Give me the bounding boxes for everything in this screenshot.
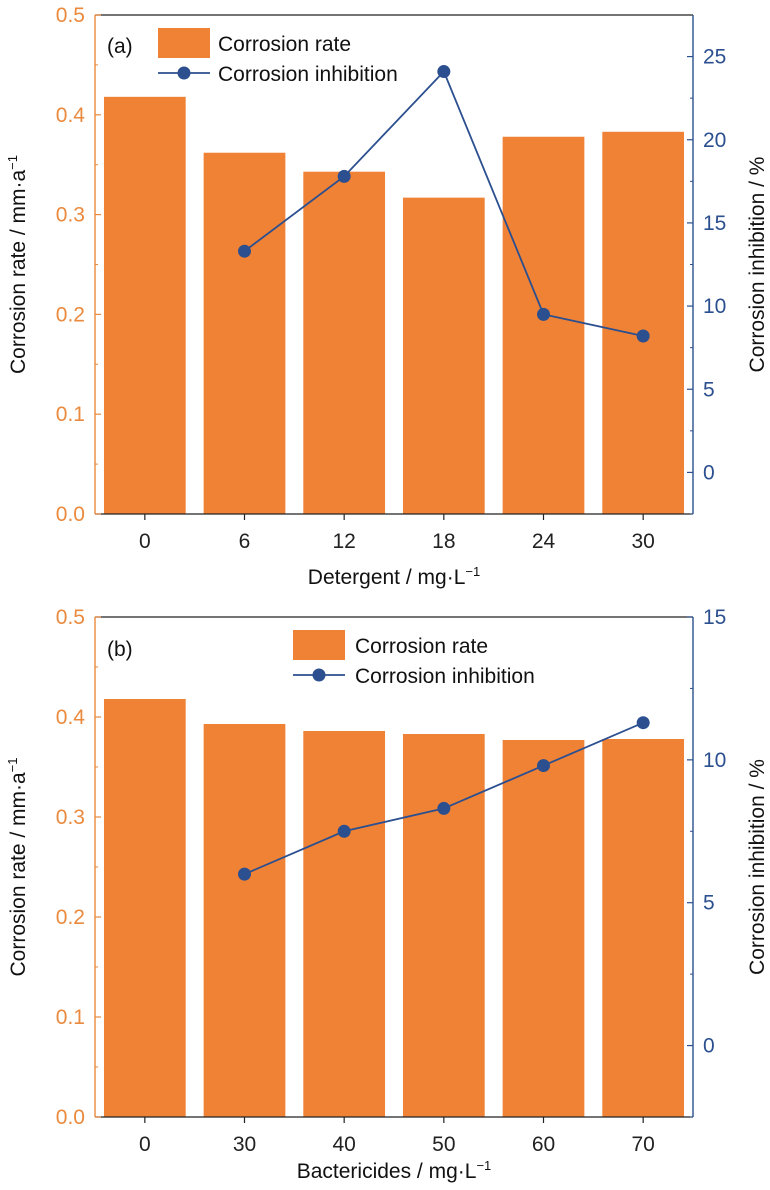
inhibition-point-12 [337,169,351,183]
legend-label-corrosion-inhibition: Corrosion inhibition [218,63,398,86]
y-left-tick-label: 0.3 [56,806,85,829]
y-right-tick-label: 0 [703,1035,715,1058]
y-left-tick-label: 0.5 [56,606,85,629]
inhibition-point-70 [636,716,650,730]
bar-18 [402,197,485,514]
bar-60 [502,740,585,1117]
y-left-tick-label: 0.0 [56,503,85,526]
y-left-tick-label: 0.3 [56,204,85,227]
x-tick-label: 0 [139,530,151,553]
bar-30 [203,724,286,1117]
inhibition-point-60 [537,759,550,773]
y-right-tick-label: 10 [703,295,726,318]
y-right-tick-label: 0 [703,461,715,484]
x-tick-label: 6 [239,530,251,553]
y-left-tick-label: 0.4 [56,706,86,729]
x-tick-label: 18 [432,530,455,553]
x-axis-title: Bactericides / mg·L−1 [297,1158,492,1183]
bar-70 [602,739,685,1117]
y-right-tick-label: 20 [703,129,726,152]
x-tick-label: 0 [139,1133,151,1156]
y-left-tick-label: 0.5 [56,4,85,27]
y-left-axis-title-sup: −1 [5,757,20,772]
x-axis-title-main: Detergent / mg·L [308,566,466,589]
y-right-tick-label: 25 [703,46,726,69]
x-axis-title: Detergent / mg·L−1 [308,564,480,589]
y-left-tick-label: 0.0 [56,1106,85,1129]
y-left-axis-title: Corrosion rate / mm·a−1 [5,155,30,374]
y-left-tick-label: 0.2 [56,303,85,326]
x-axis-title-sup: −1 [465,564,480,579]
legend-bar-swatch [158,28,210,58]
legend-bar-swatch [293,630,345,660]
bar-0 [103,699,186,1117]
bar-50 [402,734,485,1117]
inhibition-point-24 [537,307,550,321]
inhibition-point-40 [337,824,351,838]
panel-label: (b) [107,638,133,661]
inhibition-point-18 [437,65,451,79]
chart-panel-1: 0.0 0.1 0.2 0.3 0.4 0.5 0 5 10 15 0 30 40 50 60 70 (b) Co… [5,606,769,1183]
bar-12 [303,171,386,514]
y-left-tick-label: 0.2 [56,906,85,929]
y-right-axis-title: Corrosion inhibition / % [746,157,769,373]
y-left-axis-title: Corrosion rate / mm·a−1 [5,757,30,976]
y-right-tick-label: 15 [703,212,726,235]
x-tick-label: 50 [432,1133,455,1156]
y-left-axis-title-main: Corrosion rate / mm·a [7,169,30,374]
panel-label: (a) [107,35,133,58]
x-tick-label: 30 [233,1133,256,1156]
inhibition-point-30 [238,867,251,881]
y-right-tick-label: 15 [703,606,726,629]
x-tick-label: 60 [532,1133,555,1156]
y-left-tick-label: 0.1 [56,1006,85,1029]
legend-label-corrosion-rate: Corrosion rate [218,33,351,56]
x-tick-label: 12 [332,530,355,553]
y-right-axis-title: Corrosion inhibition / % [746,759,769,975]
bar-30 [602,131,685,515]
x-tick-label: 70 [631,1133,654,1156]
x-axis-title-sup: −1 [476,1158,491,1173]
bar-0 [103,96,186,514]
inhibition-point-50 [437,801,451,815]
x-tick-label: 24 [532,530,556,553]
x-axis-title-main: Bactericides / mg·L [297,1160,477,1183]
legend-label-corrosion-inhibition: Corrosion inhibition [355,665,535,688]
legend-label-corrosion-rate: Corrosion rate [355,635,488,658]
y-left-tick-label: 0.1 [56,403,85,426]
legend-marker [177,66,191,80]
y-right-tick-label: 10 [703,749,726,772]
bar-24 [502,136,585,515]
bar-40 [303,731,386,1117]
chart-panel-0: 0.0 0.1 0.2 0.3 0.4 0.5 0 5 10 15 20 25 0 6 12 18 24 30 (a… [5,4,769,589]
y-left-axis-title-main: Corrosion rate / mm·a [7,772,30,977]
y-left-tick-label: 0.4 [56,104,86,127]
inhibition-point-30 [636,329,650,343]
legend-marker [312,668,326,682]
x-tick-label: 30 [631,530,654,553]
x-tick-label: 40 [332,1133,355,1156]
y-right-tick-label: 5 [703,378,715,401]
inhibition-point-6 [238,244,251,258]
y-right-tick-label: 5 [703,892,715,915]
y-left-axis-title-sup: −1 [5,155,20,170]
bar-6 [203,152,286,514]
